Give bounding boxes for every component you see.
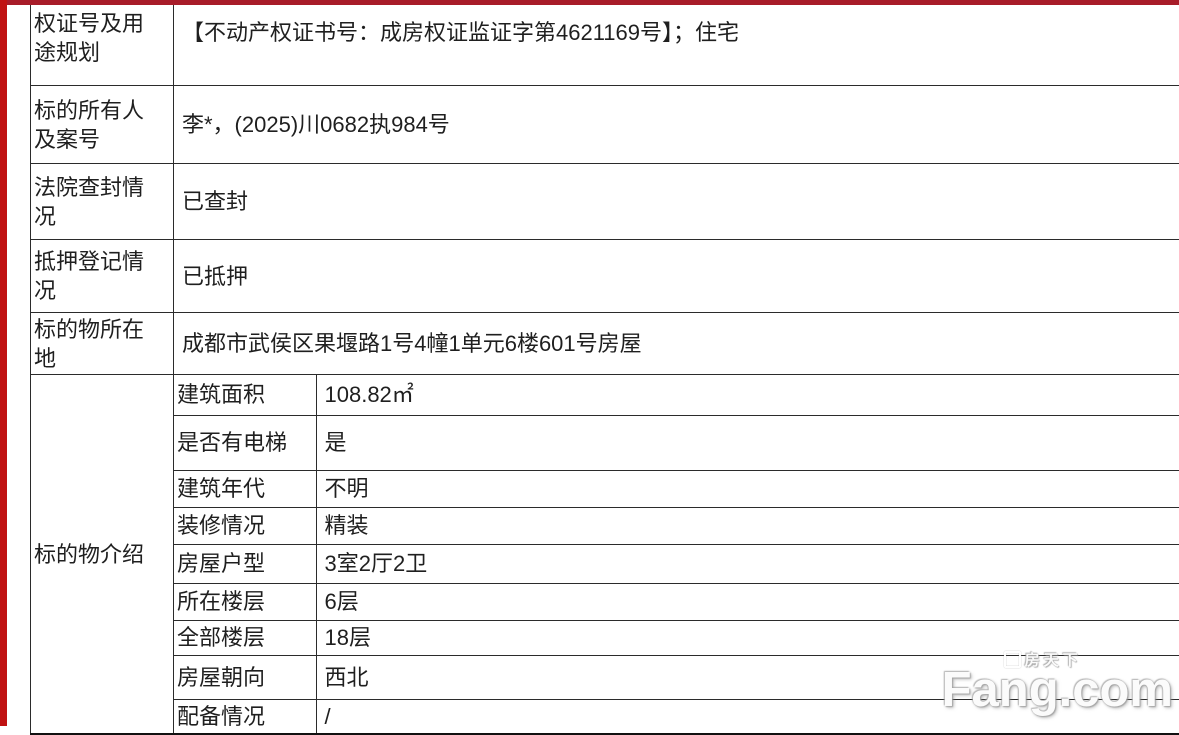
table-row: 全部楼层 18层 [174,621,1179,656]
field-label: 标的物所在地 [31,313,174,375]
field-label: 配备情况 [174,700,316,734]
field-label: 房屋户型 [174,545,316,584]
field-value: 108.82㎡ [316,375,1179,416]
field-label: 抵押登记情况 [31,240,174,313]
table-row: 标的物所在地 成都市武侯区果堰路1号4幢1单元6楼601号房屋 [31,313,1179,375]
table-row: 建筑年代 不明 [174,471,1179,508]
field-label: 房屋朝向 [174,656,316,700]
property-intro-table: 建筑面积 108.82㎡ 是否有电梯 是 建筑年代 不明 [174,375,1179,733]
property-registration-table: 不动产登记权证号及用途规划 【不动产权证书号：成房权证监证字第4621169号】… [30,0,1179,735]
field-value: 18层 [316,621,1179,656]
field-value: 6层 [316,584,1179,621]
field-value: 已查封 [174,164,1179,240]
table-row: 所在楼层 6层 [174,584,1179,621]
table-row: 配备情况 / [174,700,1179,734]
property-intro-cell: 建筑面积 108.82㎡ 是否有电梯 是 建筑年代 不明 [174,375,1179,735]
field-label: 所在楼层 [174,584,316,621]
table-row: 房屋朝向 西北 [174,656,1179,700]
table-row: 抵押登记情况 已抵押 [31,240,1179,313]
field-value: 李*，(2025)川0682执984号 [174,86,1179,164]
table-row: 标的物介绍 建筑面积 108.82㎡ 是否有电梯 是 [31,375,1179,735]
field-label: 建筑年代 [174,471,316,508]
table-row: 法院查封情况 已查封 [31,164,1179,240]
field-value: 成都市武侯区果堰路1号4幢1单元6楼601号房屋 [174,313,1179,375]
table-row: 不动产登记权证号及用途规划 【不动产权证书号：成房权证监证字第4621169号】… [31,0,1179,86]
red-left-bar [0,0,7,726]
table-row: 是否有电梯 是 [174,416,1179,471]
field-label: 标的物介绍 [31,375,174,735]
table-row: 房屋户型 3室2厅2卫 [174,545,1179,584]
field-value: 已抵押 [174,240,1179,313]
field-value: 不明 [316,471,1179,508]
table-row: 标的所有人及案号 李*，(2025)川0682执984号 [31,86,1179,164]
table-row: 建筑面积 108.82㎡ [174,375,1179,416]
field-label: 标的所有人及案号 [31,86,174,164]
table-row: 装修情况 精装 [174,508,1179,545]
field-label: 装修情况 [174,508,316,545]
field-value: 【不动产权证书号：成房权证监证字第4621169号】；住宅 [174,0,1179,86]
field-label: 不动产登记权证号及用途规划 [31,0,174,86]
field-label: 法院查封情况 [31,164,174,240]
field-value: 是 [316,416,1179,471]
field-label: 是否有电梯 [174,416,316,471]
field-value: 3室2厅2卫 [316,545,1179,584]
field-value: / [316,700,1179,734]
field-label: 建筑面积 [174,375,316,416]
field-value: 精装 [316,508,1179,545]
red-top-bar [0,0,1179,5]
field-label: 全部楼层 [174,621,316,656]
field-value: 西北 [316,656,1179,700]
